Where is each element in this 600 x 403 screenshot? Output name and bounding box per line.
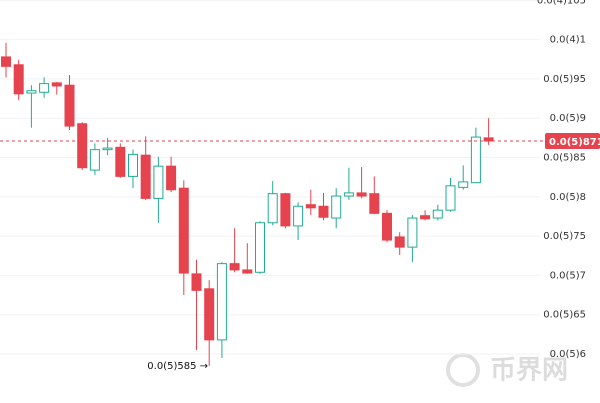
y-tick-label: 0.0(4)1 <box>550 35 586 46</box>
y-tick-label: 0.0(5)8 <box>550 192 586 203</box>
candle-body <box>216 263 227 341</box>
low-annotation: 0.0(5)585 → <box>147 361 208 372</box>
candle-body <box>458 181 469 188</box>
candle-body <box>26 90 37 94</box>
candle-body <box>280 193 291 227</box>
y-tick-label: 0.0(5)95 <box>543 74 586 85</box>
candle-body <box>39 83 50 93</box>
y-tick-label: 0.0(4)105 <box>537 0 586 6</box>
candle-body <box>140 154 151 199</box>
candle-body <box>432 209 443 219</box>
candle-body <box>369 193 380 214</box>
watermark-text: 币界网 <box>490 356 568 386</box>
candle-body <box>305 204 316 209</box>
y-tick-label: 0.0(5)9 <box>550 113 586 124</box>
candle-body <box>102 147 113 151</box>
y-tick-label: 0.0(5)65 <box>543 310 586 321</box>
candle-body <box>267 193 278 224</box>
candle-body <box>255 222 265 273</box>
candle-body <box>1 56 11 67</box>
candle-body <box>13 64 24 95</box>
y-tick-label: 0.0(5)75 <box>543 231 586 242</box>
candle-body <box>382 212 392 241</box>
candle-body <box>115 146 126 177</box>
candle-body <box>178 187 189 274</box>
candle-body <box>293 205 304 227</box>
candle-body <box>331 195 342 219</box>
watermark: 币界网 <box>446 353 568 387</box>
candle-body <box>356 192 367 197</box>
candle-body <box>242 269 253 274</box>
candle-body <box>89 149 100 171</box>
candle-body <box>407 217 418 248</box>
candle-body <box>204 288 215 341</box>
candle-body <box>394 236 405 248</box>
candle-body <box>51 82 62 87</box>
candle-body <box>470 136 481 184</box>
candle-body <box>229 263 240 271</box>
candle-body <box>77 123 88 169</box>
y-tick-label: 0.0(5)6 <box>550 349 586 360</box>
candle-body <box>64 84 75 127</box>
candle-body <box>128 153 138 177</box>
candle-body <box>318 205 329 218</box>
y-tick-label: 0.0(5)7 <box>550 270 586 281</box>
candle-body <box>343 192 354 197</box>
watermark-icon <box>446 353 480 387</box>
candle-body <box>445 185 456 211</box>
last-price-box <box>545 133 600 150</box>
candle-body <box>166 165 177 191</box>
last-price-label: 0.0(5)871 <box>549 137 600 148</box>
candle-body <box>191 273 202 291</box>
candle-body <box>420 215 431 220</box>
candle-body <box>153 165 164 199</box>
y-tick-label: 0.0(5)85 <box>543 153 586 164</box>
